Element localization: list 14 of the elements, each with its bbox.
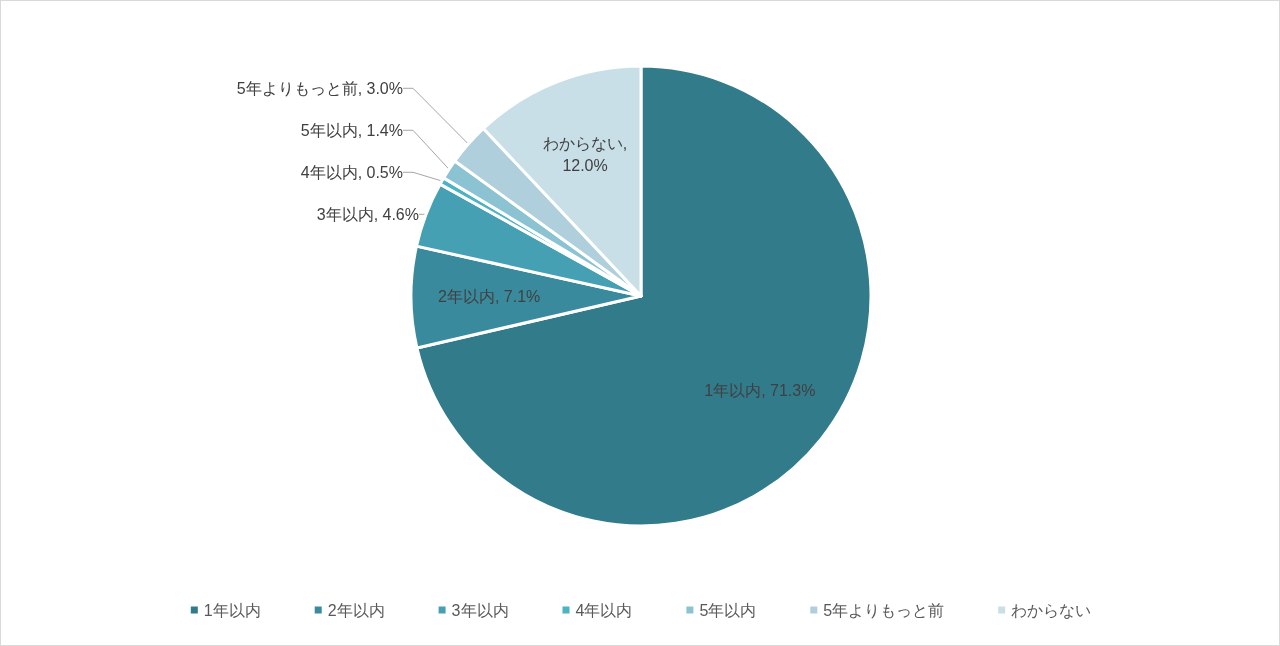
legend-label: 2年以内 — [327, 601, 385, 619]
data-label: 4年以内, 0.5% — [300, 163, 403, 181]
legend-label: 3年以内 — [451, 601, 509, 619]
data-label: 3年以内, 4.6% — [316, 205, 420, 223]
data-label: わからない, 12.0% — [542, 135, 628, 175]
data-label: 5年以内, 1.4% — [300, 121, 403, 139]
legend-label: 5年以内 — [699, 601, 757, 619]
data-label: 1年以内, 71.3% — [704, 381, 816, 399]
legend-label: わからない — [1011, 601, 1092, 619]
data-label: 2年以内, 7.1% — [438, 288, 541, 306]
legend-label: 1年以内 — [203, 601, 261, 619]
legend-label: 4年以内 — [575, 601, 633, 619]
legend-label: 5年よりもっと前 — [823, 601, 945, 619]
data-label: 5年よりもっと前, 3.0% — [236, 79, 403, 97]
